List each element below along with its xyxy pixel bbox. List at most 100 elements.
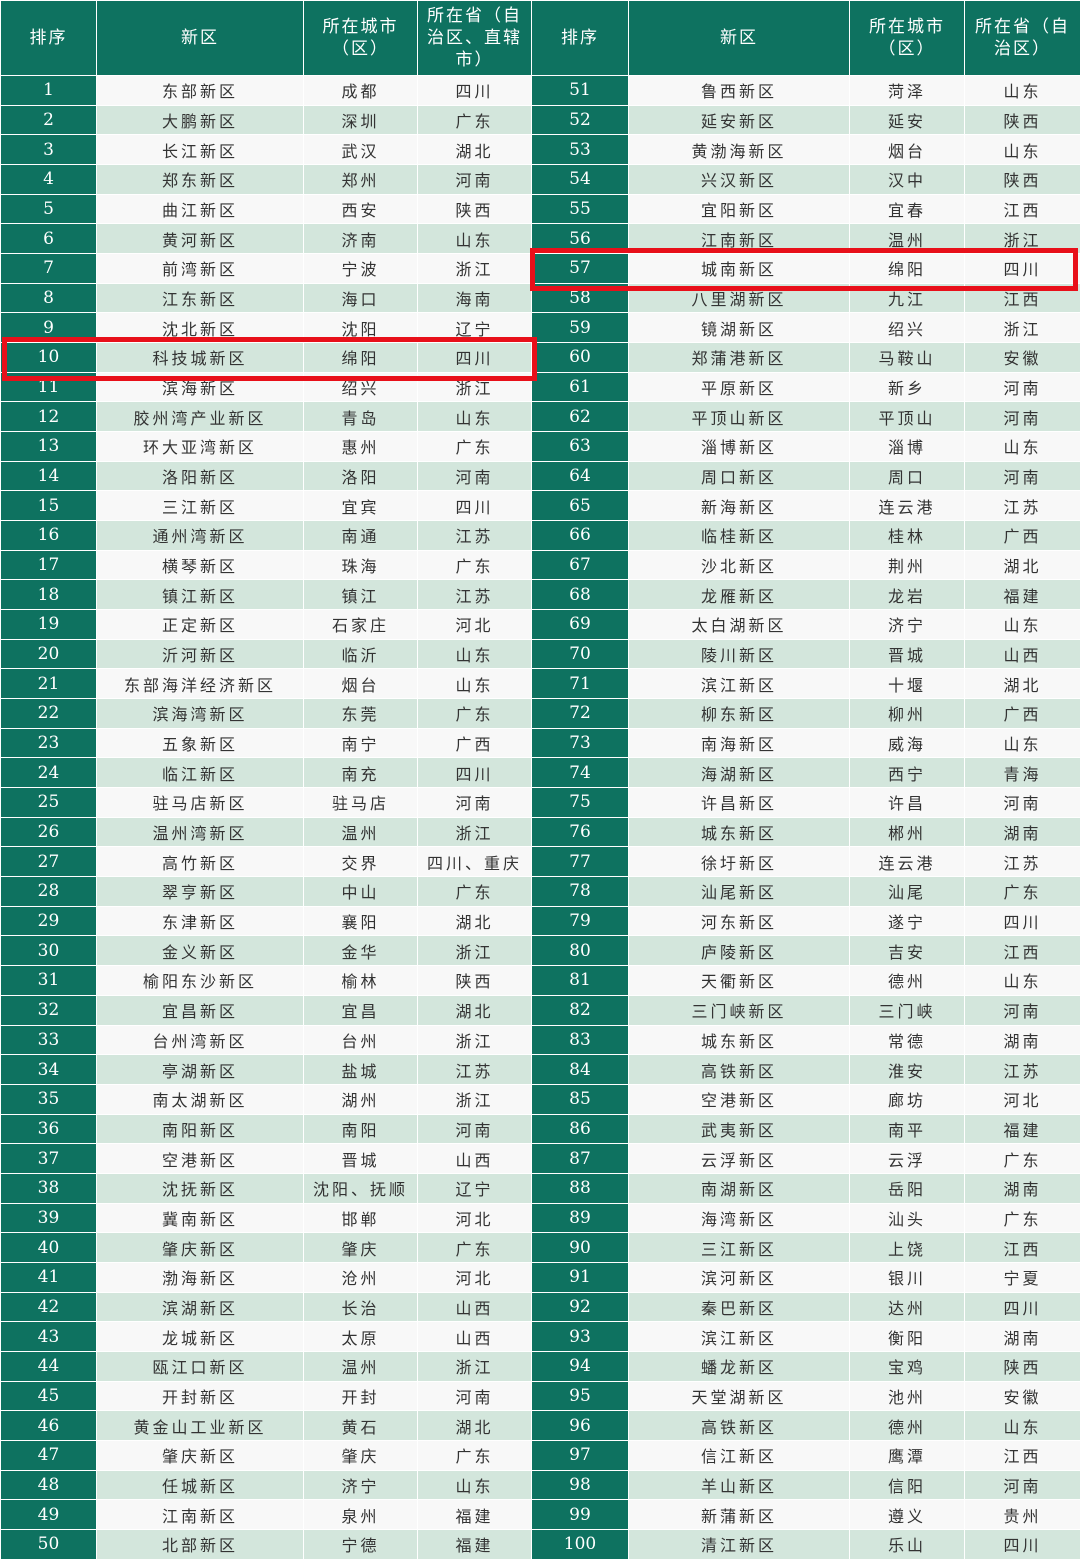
rank-cell: 73 [531, 727, 629, 759]
district-cell: 通州湾新区 [96, 520, 304, 551]
province-cell: 山东 [964, 727, 1080, 759]
province-cell: 江西 [964, 1439, 1080, 1471]
province-cell: 海南 [417, 282, 532, 314]
rank-cell: 40 [0, 1232, 97, 1263]
city-cell: 烟台 [849, 134, 965, 166]
city-cell: 湖州 [303, 1083, 418, 1115]
rank-cell: 26 [0, 816, 97, 848]
rank-cell: 33 [0, 1024, 97, 1056]
rank-cell: 75 [531, 787, 629, 818]
province-cell: 安徽 [964, 342, 1080, 373]
rank-cell: 69 [531, 609, 629, 640]
city-cell: 肇庆 [303, 1439, 418, 1471]
district-cell: 八里湖新区 [628, 282, 850, 314]
province-cell: 浙江 [417, 935, 532, 967]
district-cell: 临江新区 [96, 757, 304, 789]
district-cell: 江南新区 [96, 1499, 304, 1530]
table-row: 39 冀南新区 邯郸 河北 89 海湾新区 汕头 广东 [0, 1202, 1080, 1234]
province-cell: 山东 [417, 1469, 532, 1501]
province-cell: 湖北 [417, 1410, 532, 1441]
rank-cell: 28 [0, 876, 97, 907]
rank-cell: 1 [0, 75, 97, 106]
city-cell: 德州 [849, 1410, 965, 1441]
province-cell: 河北 [417, 609, 532, 640]
city-cell: 肇庆 [303, 1232, 418, 1263]
city-cell: 中山 [303, 876, 418, 907]
city-cell: 连云港 [849, 490, 965, 522]
district-cell: 翠亨新区 [96, 876, 304, 907]
rank-cell: 14 [0, 460, 97, 492]
city-cell: 南阳 [303, 1113, 418, 1145]
district-cell: 羊山新区 [628, 1469, 850, 1501]
city-cell: 银川 [849, 1261, 965, 1293]
city-cell: 柳州 [849, 698, 965, 729]
province-cell: 河北 [417, 1261, 532, 1293]
city-cell: 淄博 [849, 431, 965, 462]
city-cell: 武汉 [303, 134, 418, 166]
district-cell: 滨海湾新区 [96, 698, 304, 729]
rank-cell: 74 [531, 757, 629, 789]
rank-cell: 62 [531, 401, 629, 433]
province-cell: 江苏 [964, 490, 1080, 522]
city-cell: 连云港 [849, 846, 965, 878]
province-cell: 广东 [417, 431, 532, 462]
province-cell: 河南 [417, 1113, 532, 1145]
rank-cell: 53 [531, 134, 629, 166]
district-cell: 五象新区 [96, 727, 304, 759]
rank-cell: 45 [0, 1380, 97, 1412]
city-cell: 宜宾 [303, 490, 418, 522]
district-cell: 柳东新区 [628, 698, 850, 729]
province-cell: 河南 [964, 1469, 1080, 1501]
city-cell: 西宁 [849, 757, 965, 789]
province-cell: 河南 [417, 460, 532, 492]
header-province: 所在省（自治区、直辖市） [417, 0, 532, 76]
district-cell: 郑东新区 [96, 164, 304, 195]
rank-cell: 34 [0, 1054, 97, 1085]
district-cell: 曲江新区 [96, 193, 304, 225]
district-cell: 云浮新区 [628, 1143, 850, 1174]
city-cell: 南宁 [303, 727, 418, 759]
rank-cell: 9 [0, 312, 97, 344]
city-cell: 绍兴 [849, 312, 965, 344]
city-cell: 鹰潭 [849, 1439, 965, 1471]
rank-cell: 63 [531, 431, 629, 462]
province-cell: 湖南 [964, 816, 1080, 848]
city-cell: 衡阳 [849, 1321, 965, 1352]
province-cell: 湖南 [964, 1024, 1080, 1056]
rank-cell: 92 [531, 1291, 629, 1323]
district-cell: 台州湾新区 [96, 1024, 304, 1056]
city-cell: 遵义 [849, 1499, 965, 1530]
rank-cell: 24 [0, 757, 97, 789]
table-row: 21 东部海洋经济新区 烟台 山东 71 滨江新区 十堰 湖北 [0, 668, 1080, 700]
province-cell: 广东 [417, 876, 532, 907]
city-cell: 南通 [303, 520, 418, 551]
province-cell: 陕西 [417, 965, 532, 996]
province-cell: 江苏 [964, 846, 1080, 878]
district-cell: 滨江新区 [628, 668, 850, 700]
rank-cell: 50 [0, 1528, 97, 1560]
province-cell: 湖北 [964, 668, 1080, 700]
rank-cell: 82 [531, 994, 629, 1026]
rank-cell: 98 [531, 1469, 629, 1501]
rank-cell: 43 [0, 1321, 97, 1352]
city-cell: 岳阳 [849, 1172, 965, 1204]
table-row: 35 南太湖新区 湖州 浙江 85 空港新区 廊坊 河北 [0, 1083, 1080, 1115]
rank-cell: 3 [0, 134, 97, 166]
rank-cell: 19 [0, 609, 97, 640]
rank-cell: 52 [531, 104, 629, 136]
city-cell: 晋城 [303, 1143, 418, 1174]
table-row: 32 宜昌新区 宜昌 湖北 82 三门峡新区 三门峡 河南 [0, 994, 1080, 1026]
district-cell: 延安新区 [628, 104, 850, 136]
table-row: 31 榆阳东沙新区 榆林 陕西 81 天衢新区 德州 山东 [0, 965, 1080, 996]
district-cell: 洛阳新区 [96, 460, 304, 492]
city-cell: 宜昌 [303, 994, 418, 1026]
city-cell: 黄石 [303, 1410, 418, 1441]
table-row: 30 金义新区 金华 浙江 80 庐陵新区 吉安 江西 [0, 935, 1080, 967]
district-cell: 环大亚湾新区 [96, 431, 304, 462]
province-cell: 广东 [417, 1232, 532, 1263]
district-cell: 汕尾新区 [628, 876, 850, 907]
table-row: 34 亭湖新区 盐城 江苏 84 高铁新区 淮安 江苏 [0, 1054, 1080, 1085]
province-cell: 湖北 [417, 905, 532, 937]
district-cell: 新海新区 [628, 490, 850, 522]
city-cell: 汉中 [849, 164, 965, 195]
